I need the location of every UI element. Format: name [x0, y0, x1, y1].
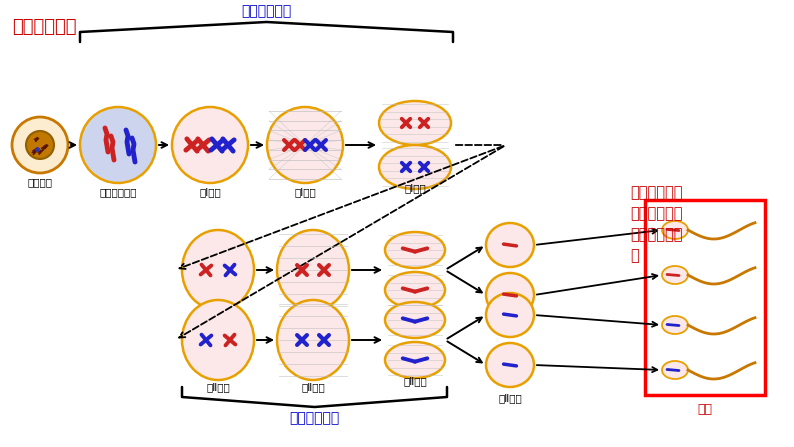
Ellipse shape: [662, 361, 688, 379]
Ellipse shape: [486, 223, 534, 267]
Ellipse shape: [182, 300, 254, 380]
Ellipse shape: [385, 232, 445, 268]
Text: 一、新课导入: 一、新课导入: [12, 18, 76, 36]
Text: 减Ⅱ末期: 减Ⅱ末期: [498, 393, 522, 403]
Ellipse shape: [385, 342, 445, 378]
Ellipse shape: [277, 300, 349, 380]
Ellipse shape: [385, 302, 445, 338]
Text: 减Ⅱ中期: 减Ⅱ中期: [301, 382, 325, 392]
Ellipse shape: [267, 107, 343, 183]
Text: 精子: 精子: [697, 403, 712, 416]
Text: 减Ⅰ中期: 减Ⅰ中期: [294, 187, 316, 197]
Text: 初级精母细胞: 初级精母细胞: [99, 187, 137, 197]
Text: 减Ⅰ前期: 减Ⅰ前期: [199, 187, 221, 197]
Ellipse shape: [80, 107, 156, 183]
Ellipse shape: [662, 221, 688, 239]
Circle shape: [26, 131, 54, 159]
Ellipse shape: [379, 145, 451, 189]
Text: 减Ⅱ前期: 减Ⅱ前期: [206, 382, 230, 392]
Ellipse shape: [486, 293, 534, 337]
Ellipse shape: [172, 107, 248, 183]
Text: 次级精母细胞: 次级精母细胞: [289, 411, 340, 425]
Ellipse shape: [385, 272, 445, 308]
Bar: [645, 200, 765, 395]
Ellipse shape: [379, 101, 451, 145]
Ellipse shape: [277, 230, 349, 310]
Ellipse shape: [486, 343, 534, 387]
Text: 精原细胞: 精原细胞: [28, 177, 52, 187]
Text: 配子中染色体
的组合为什么
是多种多样的
？: 配子中染色体 的组合为什么 是多种多样的 ？: [630, 185, 683, 263]
Text: 初级精母细胞: 初级精母细胞: [241, 4, 291, 18]
Circle shape: [12, 117, 68, 173]
Ellipse shape: [182, 230, 254, 310]
Ellipse shape: [662, 266, 688, 284]
Ellipse shape: [486, 273, 534, 317]
Text: 减Ⅱ后期: 减Ⅱ后期: [403, 376, 427, 386]
Ellipse shape: [662, 316, 688, 334]
Text: 减Ⅰ后期: 减Ⅰ后期: [404, 183, 426, 193]
